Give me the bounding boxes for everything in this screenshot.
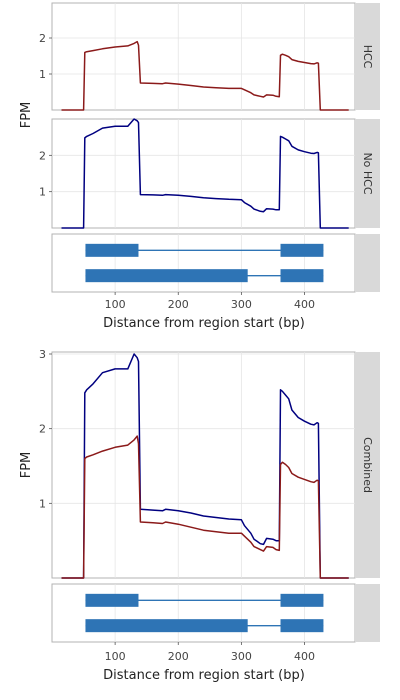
x-axis-label-top: Distance from region start (bp) [103,316,305,331]
panel-layer: HCC 1 2 No HCC 1 2 100 200 300 400 Combined 1 2 3 100 2… [39,2,380,663]
series-line-hcc [61,435,349,579]
exon-block [85,243,139,257]
facet-strip-label: HCC [361,45,374,69]
facet-panel-1-1 [51,583,380,643]
exon-block [280,243,324,257]
facet-strip [356,234,380,292]
panel-frame [51,118,356,229]
y-axis-label-bottom: FPM [19,452,34,479]
y-tick-label: 2 [39,423,46,436]
series-line-hcc [61,40,349,111]
x-axis-label-bottom: Distance from region start (bp) [103,668,305,683]
x-tick-label: 300 [231,298,252,311]
x-tick-label: 400 [294,650,315,663]
x-tick-label: 100 [105,298,126,311]
panel-frame [51,351,356,579]
exon-block [85,269,248,283]
x-tick-label: 300 [231,650,252,663]
x-tick-label: 400 [294,298,315,311]
y-tick-label: 1 [39,186,46,199]
facet-panel-1-0: Combined 1 2 3 [39,348,380,579]
text-layer: FPM Distance from region start (bp) FPM … [19,102,305,683]
series-line-no_hcc [61,353,349,579]
facet-strip-label: No HCC [361,152,374,194]
exon-block [85,619,248,633]
x-tick-label: 200 [168,650,189,663]
exon-block [85,593,139,607]
x-tick-label: 200 [168,298,189,311]
facet-strip-label: Combined [361,437,374,493]
y-axis-label-top: FPM [19,102,34,129]
y-tick-label: 1 [39,497,46,510]
facet-strip [356,584,380,642]
facet-panel-0-0: HCC 1 2 [39,2,380,111]
series-line-no_hcc [61,118,349,229]
y-tick-label: 2 [39,149,46,162]
facet-panel-0-1: No HCC 1 2 [39,118,380,229]
facet-strip [356,119,380,228]
y-tick-label: 1 [39,68,46,81]
x-tick-label: 100 [105,650,126,663]
panel-frame [51,233,356,293]
y-tick-label: 2 [39,32,46,45]
panel-frame [51,2,356,111]
exon-block [280,593,324,607]
y-tick-label: 3 [39,348,46,361]
facet-strip [356,352,380,578]
exon-block [280,619,324,633]
facet-panel-0-2 [51,233,380,293]
panel-frame [51,583,356,643]
exon-block [280,269,324,283]
facet-strip [356,3,380,110]
